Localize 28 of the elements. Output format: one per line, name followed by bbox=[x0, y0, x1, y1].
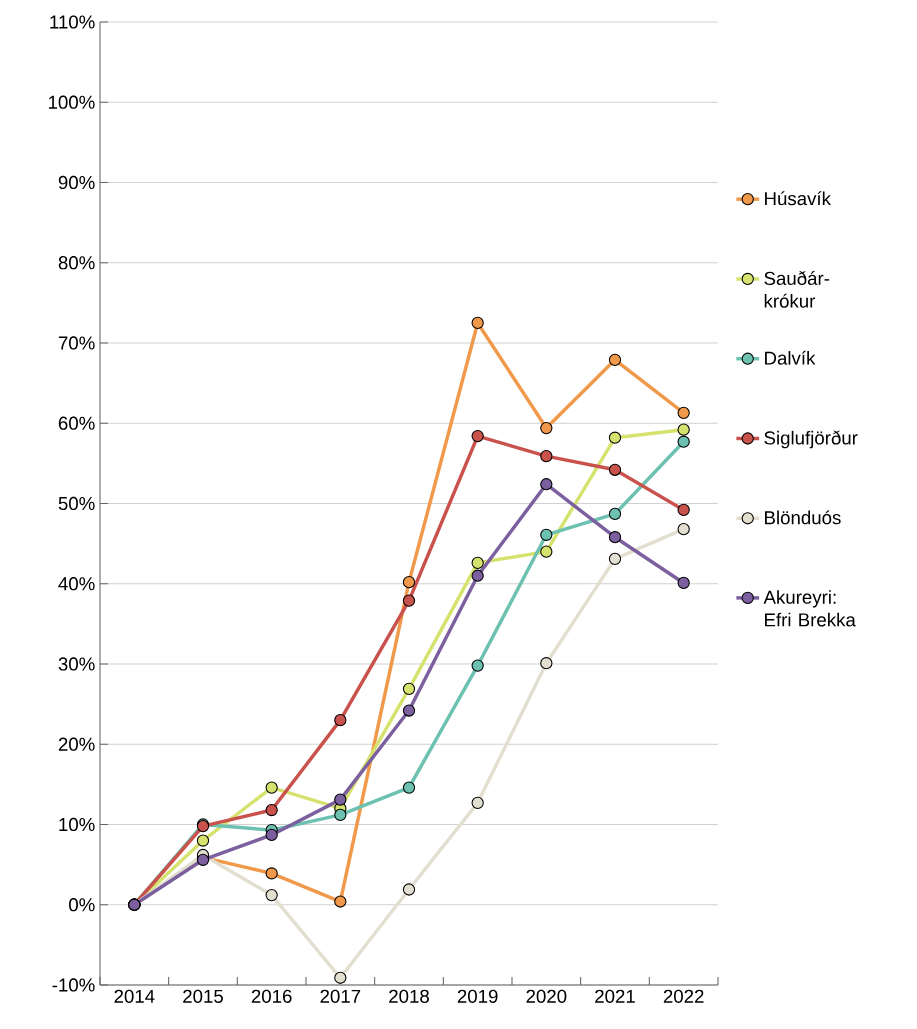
x-tick-label: 2014 bbox=[114, 989, 155, 1003]
y-tick-label: 50% bbox=[58, 496, 95, 511]
y-tick-label: 30% bbox=[58, 657, 95, 671]
legend-label: Blönduós bbox=[765, 510, 841, 525]
x-tick-label: 2022 bbox=[663, 989, 704, 1003]
x-tick-label: 2016 bbox=[251, 989, 292, 1003]
y-tick-label: 70% bbox=[58, 336, 95, 350]
x-tick-label: 2015 bbox=[183, 989, 223, 1003]
y-tick-label: 20% bbox=[58, 737, 95, 751]
y-tick-label: 40% bbox=[58, 577, 95, 591]
y-tick-label: 0% bbox=[69, 898, 95, 912]
y-tick-label: -10% bbox=[52, 978, 95, 992]
y-tick-label: 60% bbox=[58, 416, 95, 430]
y-tick-label: 80% bbox=[58, 256, 95, 270]
legend-label: Akureyri: Efri Brekka bbox=[763, 590, 856, 627]
x-tick-label: 2018 bbox=[389, 989, 429, 1003]
x-tick-label: 2019 bbox=[457, 989, 498, 1003]
legend-label: Sauðár-krókur bbox=[764, 271, 830, 308]
legend-label: Siglufjörður bbox=[764, 430, 858, 449]
y-tick-label: 10% bbox=[59, 817, 95, 832]
x-tick-label: 2017 bbox=[320, 989, 361, 1003]
x-tick-label: 2021 bbox=[595, 989, 635, 1003]
y-tick-label: 90% bbox=[58, 175, 95, 190]
y-tick-label: 100% bbox=[48, 95, 95, 109]
x-tick-label: 2020 bbox=[526, 989, 567, 1003]
y-tick-label: 110% bbox=[50, 15, 95, 29]
legend-label: Dalvík bbox=[765, 350, 816, 365]
legend-label: Húsavík bbox=[765, 191, 831, 206]
